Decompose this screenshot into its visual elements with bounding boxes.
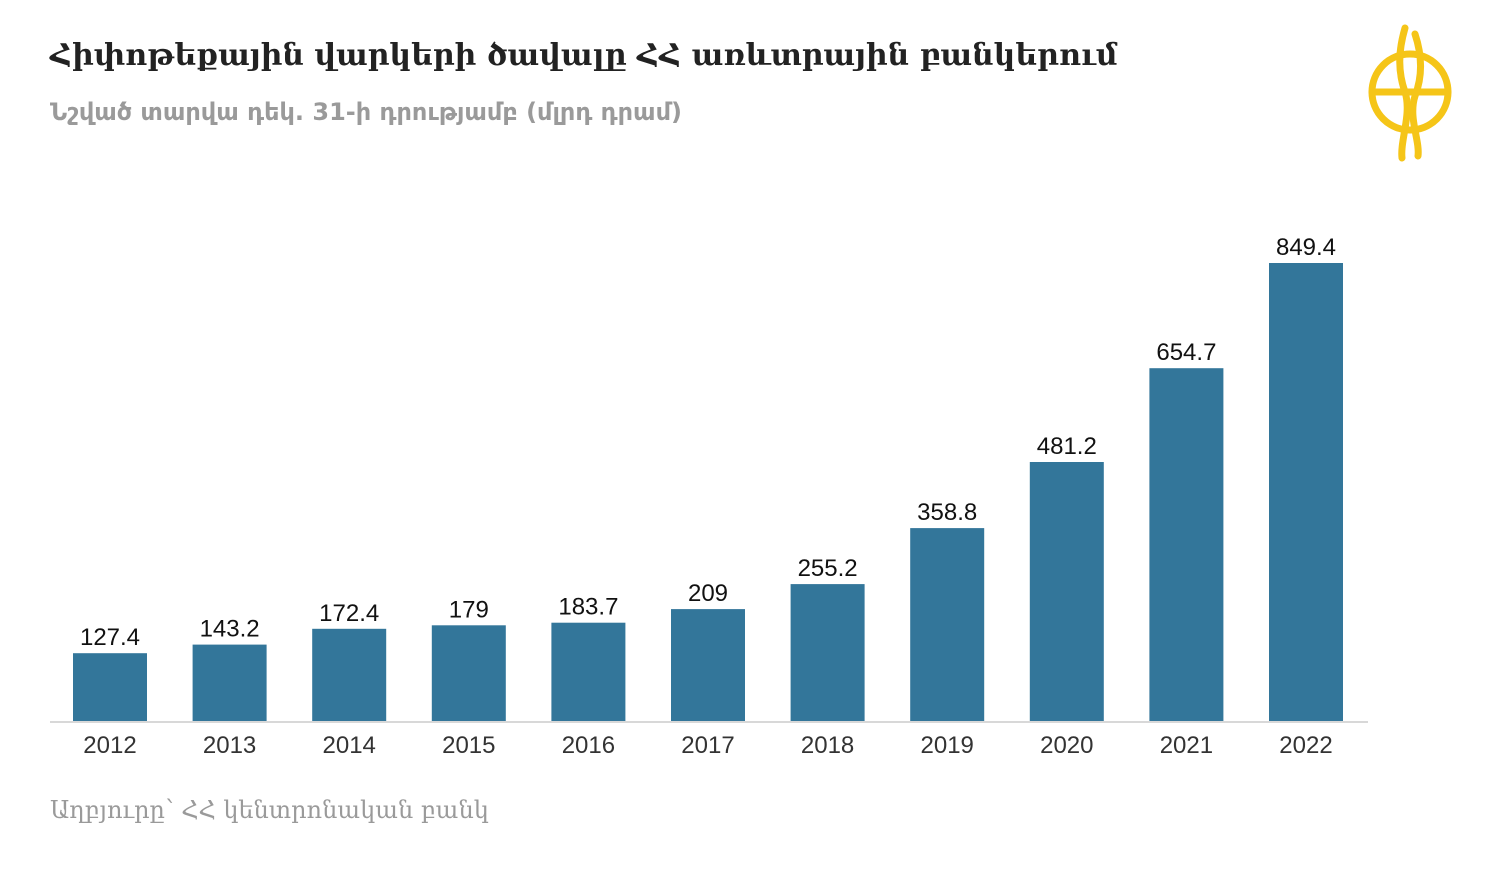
publisher-logo-icon xyxy=(1368,24,1452,162)
bar-2019 xyxy=(910,528,985,722)
data-label-2012: 127.4 xyxy=(80,624,140,651)
x-tick-label-2021: 2021 xyxy=(1160,732,1213,759)
bar-2012 xyxy=(73,653,147,722)
data-label-2019: 358.8 xyxy=(917,499,977,526)
x-tick-label-2017: 2017 xyxy=(681,732,734,759)
x-tick-label-2018: 2018 xyxy=(801,732,854,759)
bar-2013 xyxy=(192,644,267,722)
chart-title: Հիփոթեքային վարկերի ծավալը ՀՀ առևտրային … xyxy=(50,38,1118,73)
bar-2017 xyxy=(671,609,745,722)
data-label-2020: 481.2 xyxy=(1037,433,1097,460)
data-label-2015: 179 xyxy=(449,596,489,623)
bar-2022 xyxy=(1269,263,1343,722)
bar-2021 xyxy=(1149,368,1224,722)
x-tick-label-2019: 2019 xyxy=(921,732,974,759)
data-label-2014: 172.4 xyxy=(319,600,379,627)
bar-2015 xyxy=(431,625,506,722)
data-label-2022: 849.4 xyxy=(1276,234,1336,261)
x-tick-label-2013: 2013 xyxy=(203,732,256,759)
bar-2020 xyxy=(1029,462,1104,722)
bar-2018 xyxy=(790,584,865,722)
x-tick-label-2012: 2012 xyxy=(83,732,136,759)
data-label-2013: 143.2 xyxy=(200,616,260,643)
x-tick-label-2015: 2015 xyxy=(442,732,495,759)
data-label-2018: 255.2 xyxy=(798,555,858,582)
x-tick-label-2016: 2016 xyxy=(562,732,615,759)
x-axis-ticks: 2012 2013 2014 2015 2016 2017 2018 2019 2020 2021… xyxy=(83,732,1332,759)
data-label-2016: 183.7 xyxy=(558,594,618,621)
x-tick-label-2014: 2014 xyxy=(323,732,376,759)
bars-layer: 127.4 143.2 172.4 179 183.7 209 255.2 358.8 481.… xyxy=(73,234,1343,722)
bar-2016 xyxy=(551,622,626,722)
data-label-2017: 209 xyxy=(688,580,728,607)
bar-2014 xyxy=(312,628,387,722)
chart-subtitle: Նշված տարվա դեկ. 31-ի դրությամբ (մլրդ դր… xyxy=(50,98,682,126)
data-label-2021: 654.7 xyxy=(1156,339,1216,366)
source-note: Աղբյուրը՝ ՀՀ կենտրոնական բանկ xyxy=(50,796,489,824)
x-tick-label-2022: 2022 xyxy=(1279,732,1332,759)
x-tick-label-2020: 2020 xyxy=(1040,732,1093,759)
